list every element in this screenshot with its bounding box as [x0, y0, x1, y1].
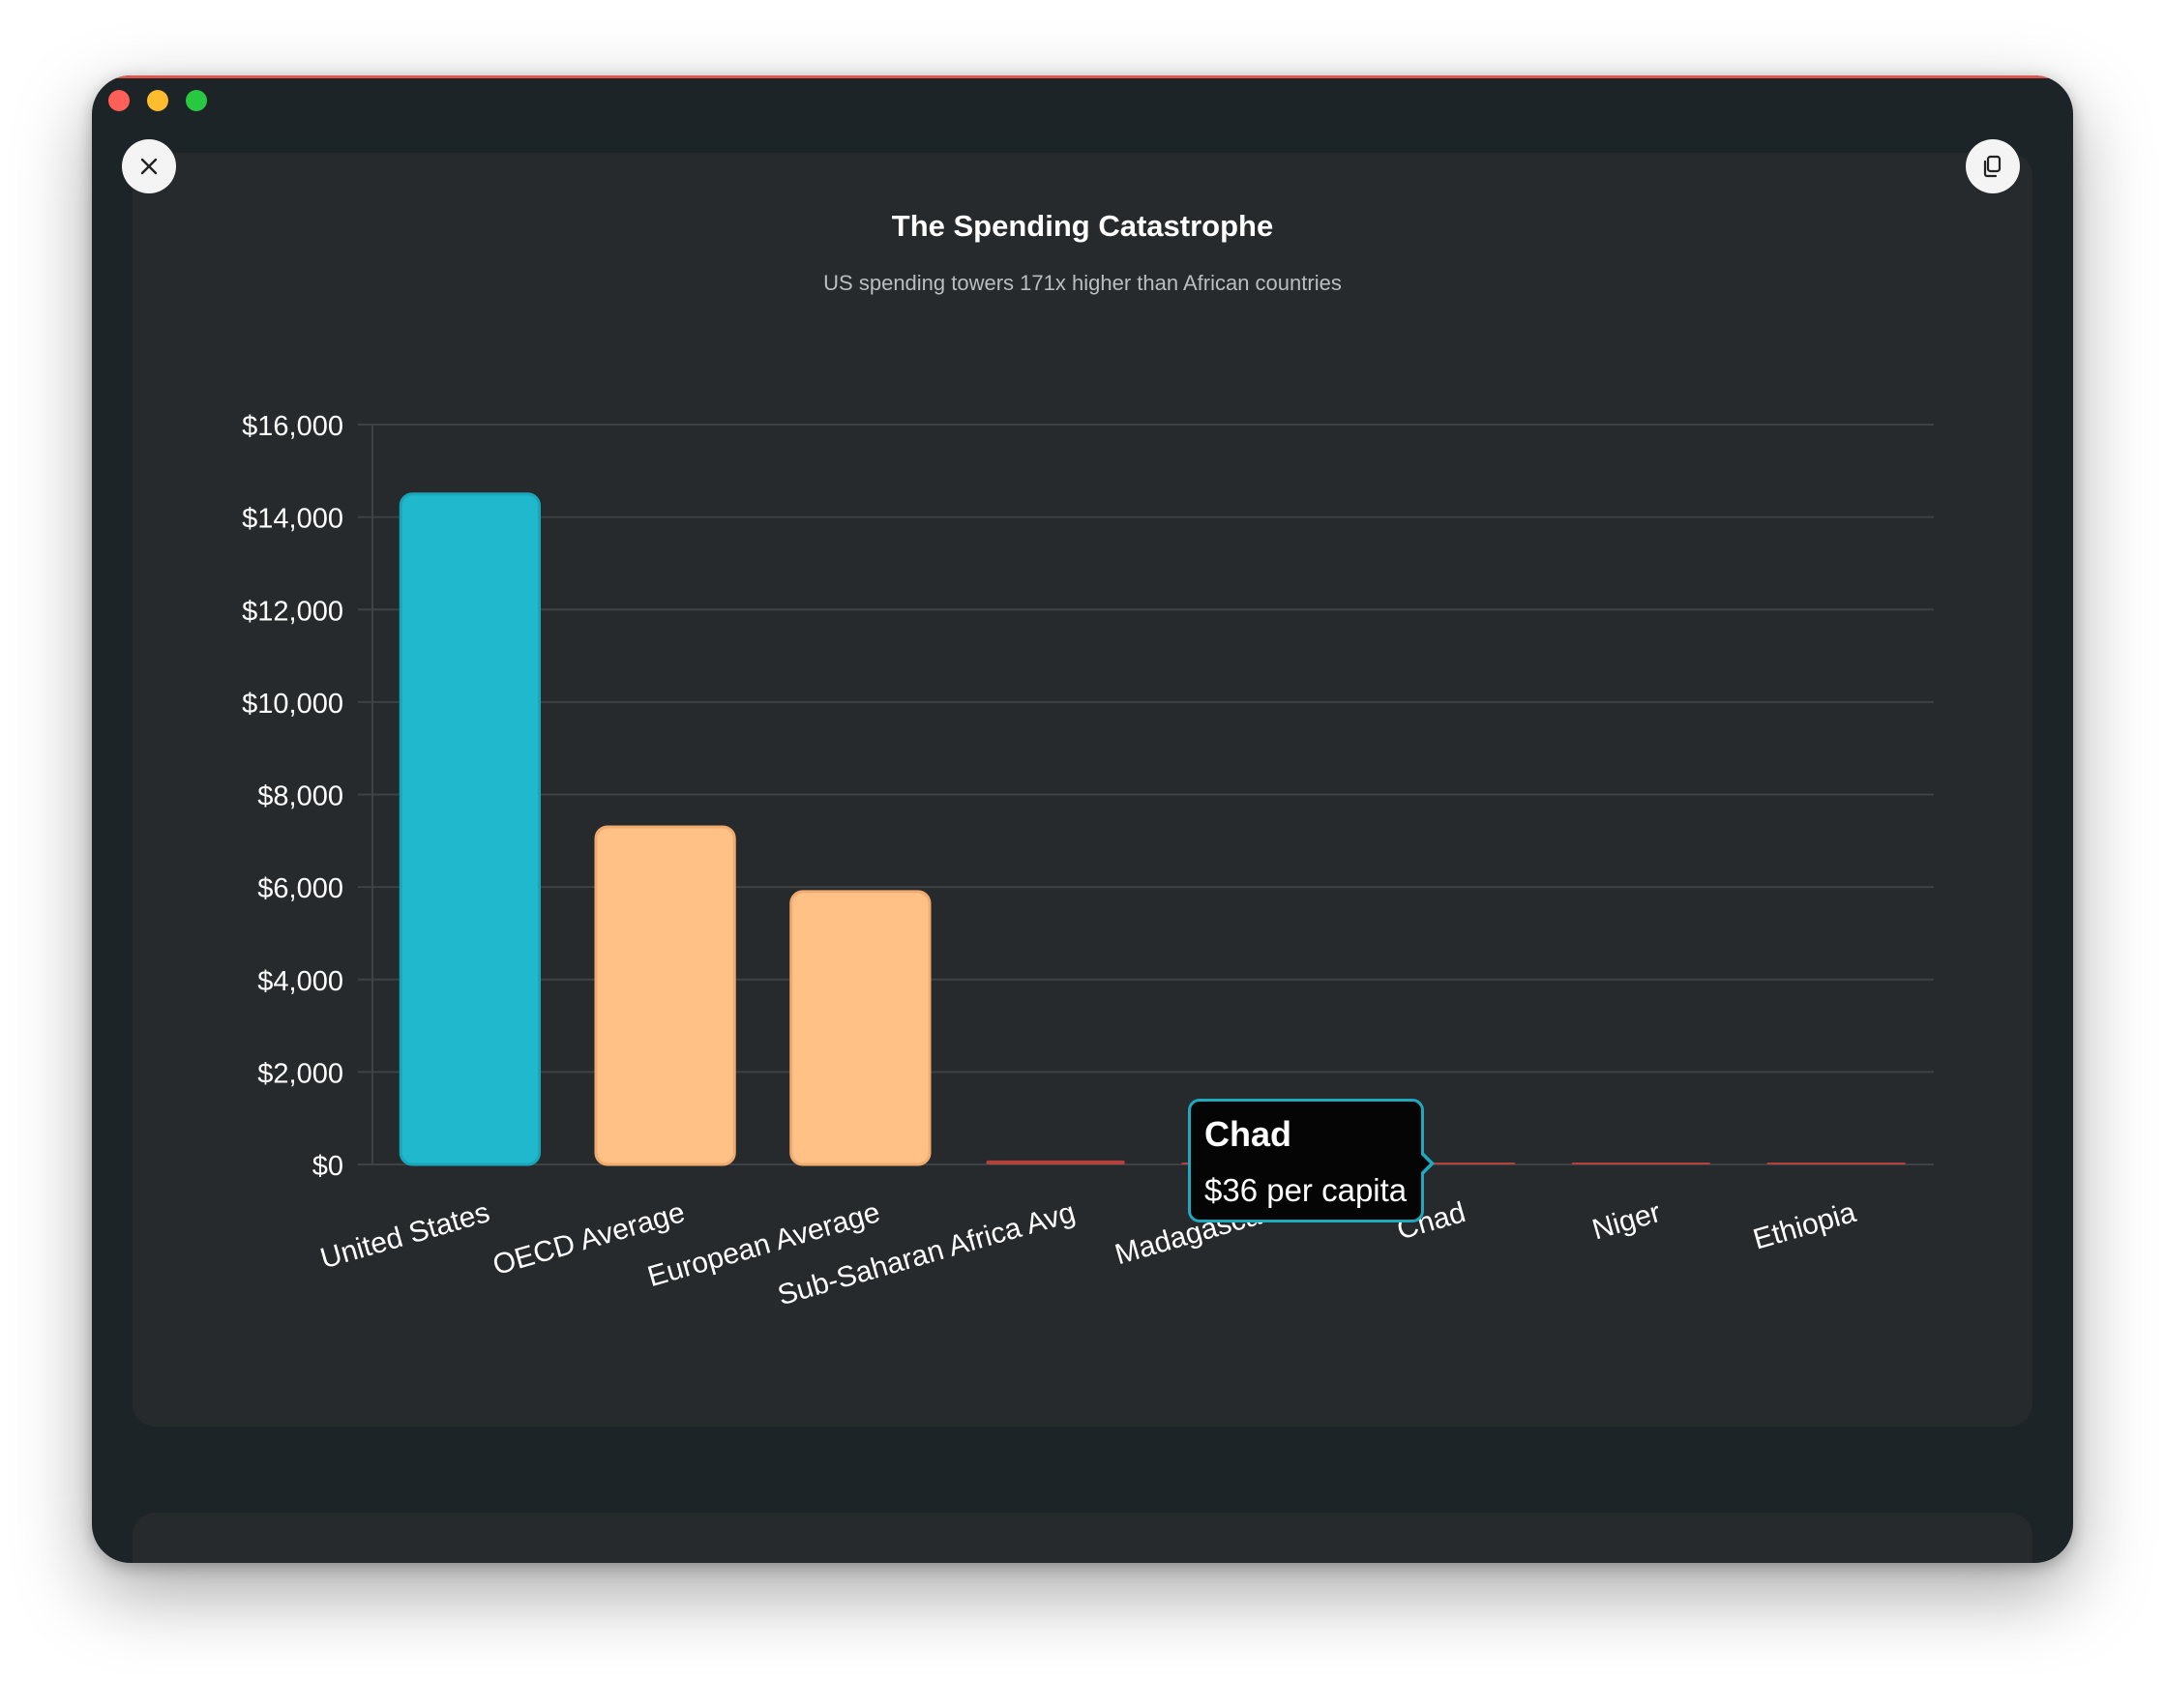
- bar-chart: $0 $2,000 $4,000 $6,000 $8,000 $10,000 $12,000…: [242, 411, 1934, 1311]
- close-icon: [140, 158, 158, 175]
- tooltip-value: $36 per capita: [1204, 1172, 1408, 1208]
- tooltip-title: Chad: [1204, 1114, 1291, 1154]
- y-tick-label: $8,000: [257, 781, 343, 812]
- window-zoom-dot[interactable]: [186, 90, 207, 111]
- secondary-card: [133, 1513, 2032, 1563]
- window-minimize-dot[interactable]: [147, 90, 168, 111]
- x-tick-label: United States: [317, 1196, 493, 1275]
- copy-button[interactable]: [1966, 139, 2020, 193]
- chart-title: The Spending Catastrophe: [891, 209, 1274, 243]
- bar-sub-saharan-africa-avg[interactable]: [986, 1160, 1125, 1164]
- bar-european-average[interactable]: [789, 890, 932, 1166]
- y-tick-label: $16,000: [242, 411, 343, 442]
- close-button[interactable]: [122, 139, 176, 193]
- bar-niger[interactable]: [1571, 1163, 1710, 1164]
- x-tick-label: Niger: [1588, 1196, 1664, 1246]
- chart-subtitle: US spending towers 171x higher than Afri…: [823, 271, 1342, 295]
- y-tick-label: $0: [312, 1151, 343, 1182]
- x-tick-label: Ethiopia: [1750, 1196, 1860, 1256]
- app-window: The Spending Catastrophe US spending tow…: [92, 75, 2073, 1563]
- y-tick-label: $6,000: [257, 873, 343, 904]
- y-tick-label: $14,000: [242, 504, 343, 535]
- bar-ethiopia[interactable]: [1766, 1163, 1906, 1164]
- bar-oecd-average[interactable]: [594, 825, 736, 1166]
- y-tick-label: $12,000: [242, 596, 343, 627]
- window-accent-line: [92, 75, 2073, 78]
- bar-united-states[interactable]: [399, 492, 541, 1166]
- copy-icon: [1983, 155, 2002, 178]
- window-close-dot[interactable]: [108, 90, 130, 111]
- chart-tooltip: Chad $36 per capita: [1188, 1099, 1435, 1222]
- y-tick-label: $2,000: [257, 1058, 343, 1089]
- y-tick-label: $4,000: [257, 966, 343, 997]
- y-tick-label: $10,000: [242, 689, 343, 720]
